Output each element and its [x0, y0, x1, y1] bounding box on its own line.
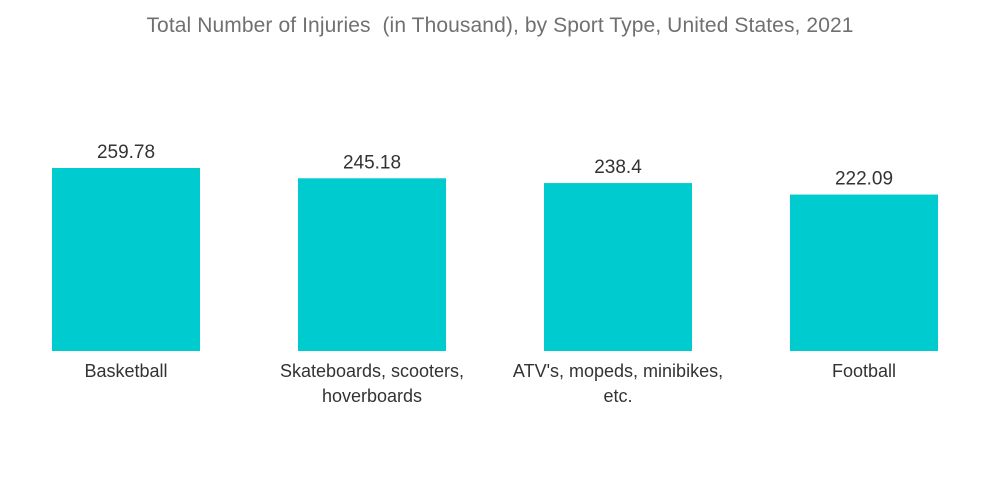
- data-label-2: 238.4: [594, 157, 642, 178]
- x-tick-label-line: Football: [832, 361, 896, 381]
- bar-3: [790, 194, 938, 351]
- bar-1: [298, 178, 446, 351]
- x-tick-label-line: etc.: [603, 386, 632, 406]
- bar-2: [544, 183, 692, 351]
- x-tick-label-2: ATV's, mopeds, minibikes, etc.: [513, 361, 723, 406]
- x-tick-label-3: Football: [832, 361, 896, 381]
- bars-layer: [52, 168, 938, 351]
- x-tick-label-line: ATV's, mopeds, minibikes,: [513, 361, 723, 381]
- x-tick-label-1: Skateboards, scooters, hoverboards: [280, 361, 464, 406]
- category-labels-layer: Basketball Skateboards, scooters, hoverboa…: [84, 361, 896, 406]
- data-label-3: 222.09: [835, 169, 893, 190]
- x-tick-label-0: Basketball: [84, 361, 167, 381]
- x-tick-label-line: hoverboards: [322, 386, 422, 406]
- value-labels-layer: 259.78 245.18 238.4 222.09: [97, 142, 893, 190]
- bar-0: [52, 168, 200, 351]
- x-tick-label-line: Basketball: [84, 361, 167, 381]
- data-label-1: 245.18: [343, 152, 401, 173]
- x-tick-label-line: Skateboards, scooters,: [280, 361, 464, 381]
- data-label-0: 259.78: [97, 142, 155, 163]
- chart-title: Total Number of Injuries (in Thousand), …: [146, 14, 854, 37]
